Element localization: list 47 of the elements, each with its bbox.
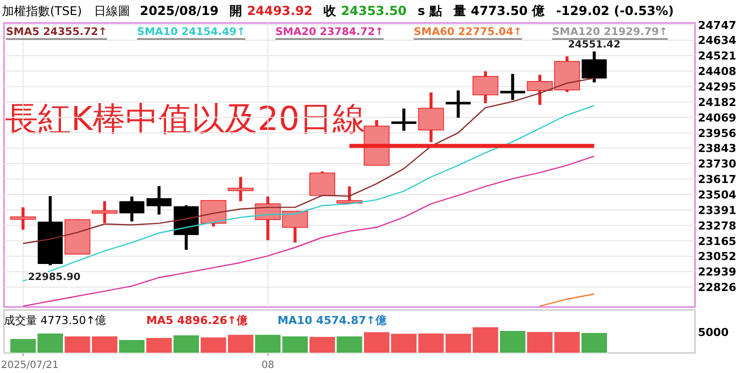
text: SMA60 22775.04↑ (414, 26, 522, 38)
chart-subtitle: 日線圖 (94, 4, 130, 18)
text: 開 24493.92 (230, 3, 313, 18)
annotation: 22985.90 (28, 272, 81, 284)
annotation: 24551.42 (568, 39, 621, 50)
text: SMA20 23784.72↑ (275, 26, 384, 38)
y-tick-label: 24069 (698, 111, 736, 124)
y-tick-label: 24634 (698, 34, 737, 48)
annotation: MA10 4574.87↑億 (277, 314, 388, 327)
text: 2025/08/19 (140, 3, 219, 18)
y-tick-label: 23617 (698, 173, 736, 186)
y-tick-label: 24408 (698, 65, 736, 78)
candlestick (391, 108, 416, 131)
y-tick-label: 22826 (698, 281, 737, 294)
y-tick-label: 23278 (698, 219, 736, 232)
text: 量 4773.50 億 (452, 3, 546, 18)
annotation: MA5 4896.26↑億 (146, 314, 248, 327)
y-tick-label: 23504 (698, 188, 737, 202)
y-tick-label: 23730 (698, 158, 737, 171)
x-tick-label: 2025/07/21 (1, 360, 59, 371)
text: 5000 (698, 326, 729, 339)
candlestick (10, 207, 36, 230)
y-tick-label: 23052 (698, 250, 736, 264)
chart-title: 加權指數(TSE) (2, 4, 82, 18)
candlestick (500, 74, 526, 100)
text: 收 24353.50 (324, 3, 407, 18)
y-tick-label: 24182 (698, 96, 736, 109)
y-tick-label: 22939 (698, 266, 736, 279)
line-series (22, 156, 595, 307)
chart-title: 成交量 4773.50↑億 (4, 314, 106, 327)
text: -129.02 (-0.53%) (556, 3, 674, 18)
y-tick-label: 24521 (698, 50, 736, 63)
y-tick-label: 23956 (698, 126, 737, 140)
text: SMA5 24355.72↑ (6, 26, 108, 38)
candlestick (92, 201, 118, 224)
text: s 點 (418, 3, 442, 18)
x-tick-label: 08 (261, 360, 274, 371)
y-tick-label: 23843 (698, 142, 736, 156)
candlestick (446, 90, 471, 118)
legend-label: SMA120 21929.79↑ (552, 26, 668, 38)
text: SMA10 24154.49↑ (137, 26, 246, 38)
candlestick (228, 177, 254, 202)
candlestick (146, 186, 172, 215)
y-tick-label: 24295 (698, 80, 736, 94)
y-tick-label: 24747 (698, 18, 736, 32)
y-tick-label: 23391 (698, 204, 736, 217)
y-tick-label: 23165 (698, 234, 736, 248)
